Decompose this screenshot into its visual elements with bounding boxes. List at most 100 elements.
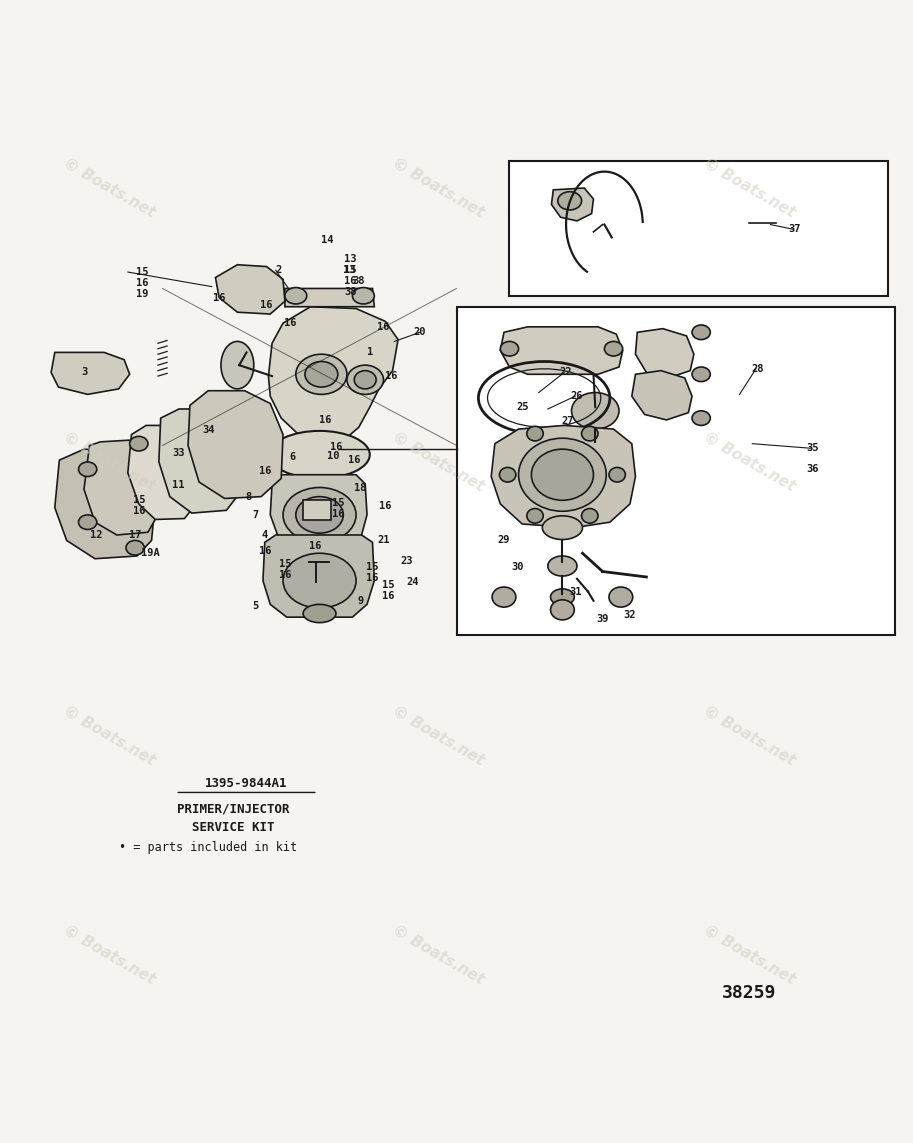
Text: 16: 16 bbox=[344, 277, 357, 286]
Text: 31: 31 bbox=[569, 586, 582, 597]
Ellipse shape bbox=[609, 467, 625, 482]
Text: 10: 10 bbox=[327, 451, 340, 462]
Polygon shape bbox=[263, 535, 374, 617]
Ellipse shape bbox=[647, 566, 664, 596]
Ellipse shape bbox=[352, 288, 374, 304]
Text: 22: 22 bbox=[560, 367, 572, 377]
Bar bbox=[456, 306, 895, 636]
Text: 38: 38 bbox=[352, 277, 365, 286]
Text: 13: 13 bbox=[344, 254, 357, 264]
Text: © Boats.net: © Boats.net bbox=[61, 155, 158, 221]
Polygon shape bbox=[656, 389, 714, 434]
Text: 4: 4 bbox=[262, 530, 268, 539]
Text: © Boats.net: © Boats.net bbox=[61, 703, 158, 768]
Polygon shape bbox=[159, 409, 243, 513]
Text: 2: 2 bbox=[276, 265, 281, 275]
Ellipse shape bbox=[303, 605, 336, 623]
Ellipse shape bbox=[641, 557, 670, 605]
Text: © Boats.net: © Boats.net bbox=[700, 922, 797, 988]
Ellipse shape bbox=[354, 370, 376, 389]
Text: 16: 16 bbox=[382, 591, 394, 601]
Text: 16: 16 bbox=[331, 509, 344, 519]
Text: 16: 16 bbox=[258, 546, 271, 557]
Ellipse shape bbox=[79, 514, 97, 529]
Text: 7: 7 bbox=[253, 510, 258, 520]
Ellipse shape bbox=[285, 288, 307, 304]
Text: © Boats.net: © Boats.net bbox=[700, 155, 797, 221]
Text: 15: 15 bbox=[132, 495, 145, 505]
Text: 16: 16 bbox=[379, 501, 392, 511]
Text: 19A: 19A bbox=[142, 549, 160, 558]
Text: 34: 34 bbox=[202, 425, 215, 435]
Ellipse shape bbox=[126, 541, 144, 555]
Text: © Boats.net: © Boats.net bbox=[61, 922, 158, 988]
Ellipse shape bbox=[269, 431, 370, 479]
Ellipse shape bbox=[130, 437, 148, 451]
Text: 6: 6 bbox=[289, 453, 295, 463]
Text: 16: 16 bbox=[384, 371, 397, 381]
Text: 1395-9844A1: 1395-9844A1 bbox=[205, 777, 288, 790]
Text: 12: 12 bbox=[89, 530, 102, 539]
Text: 29: 29 bbox=[498, 535, 510, 544]
Text: 33: 33 bbox=[173, 448, 185, 458]
Ellipse shape bbox=[296, 354, 347, 394]
Text: 9: 9 bbox=[358, 596, 363, 606]
Ellipse shape bbox=[692, 325, 710, 339]
Text: 32: 32 bbox=[624, 610, 636, 621]
Text: 16: 16 bbox=[366, 573, 379, 583]
Ellipse shape bbox=[551, 589, 574, 606]
Text: 38: 38 bbox=[344, 287, 357, 297]
Ellipse shape bbox=[283, 488, 356, 542]
Ellipse shape bbox=[79, 462, 97, 477]
Text: 16: 16 bbox=[213, 293, 226, 303]
Text: 16: 16 bbox=[278, 570, 291, 581]
Text: 16: 16 bbox=[284, 318, 297, 328]
Ellipse shape bbox=[305, 361, 338, 387]
Polygon shape bbox=[51, 352, 130, 394]
Text: 16: 16 bbox=[258, 466, 271, 477]
Ellipse shape bbox=[296, 497, 343, 533]
Text: 16: 16 bbox=[319, 415, 331, 425]
Ellipse shape bbox=[593, 606, 623, 629]
Text: SERVICE KIT: SERVICE KIT bbox=[192, 821, 274, 833]
Ellipse shape bbox=[692, 419, 729, 467]
Ellipse shape bbox=[527, 509, 543, 523]
Text: 37: 37 bbox=[788, 224, 801, 234]
Ellipse shape bbox=[604, 342, 623, 355]
Text: 16: 16 bbox=[348, 455, 361, 465]
Ellipse shape bbox=[609, 588, 633, 607]
Polygon shape bbox=[268, 306, 398, 443]
Text: 16: 16 bbox=[260, 299, 273, 310]
Polygon shape bbox=[215, 265, 285, 314]
Ellipse shape bbox=[347, 365, 383, 394]
Polygon shape bbox=[635, 329, 694, 378]
Text: 15: 15 bbox=[344, 265, 357, 275]
Text: 16: 16 bbox=[330, 442, 342, 453]
Text: 15: 15 bbox=[278, 559, 291, 569]
Text: 25: 25 bbox=[516, 402, 529, 413]
Text: 18: 18 bbox=[354, 482, 367, 493]
Ellipse shape bbox=[692, 410, 710, 425]
Bar bbox=[509, 161, 888, 296]
Text: 24: 24 bbox=[406, 577, 419, 588]
Text: 15: 15 bbox=[331, 498, 344, 507]
Text: © Boats.net: © Boats.net bbox=[700, 430, 797, 494]
Ellipse shape bbox=[551, 600, 574, 620]
Polygon shape bbox=[188, 391, 283, 498]
Ellipse shape bbox=[221, 342, 254, 389]
Polygon shape bbox=[500, 327, 623, 374]
Text: © Boats.net: © Boats.net bbox=[61, 430, 158, 494]
Text: 16: 16 bbox=[377, 322, 390, 331]
Polygon shape bbox=[498, 385, 553, 431]
Text: © Boats.net: © Boats.net bbox=[390, 922, 487, 988]
Ellipse shape bbox=[492, 588, 516, 607]
Text: 3: 3 bbox=[81, 367, 87, 377]
Polygon shape bbox=[285, 288, 374, 306]
Text: 20: 20 bbox=[414, 327, 426, 337]
Polygon shape bbox=[55, 449, 155, 559]
Text: © Boats.net: © Boats.net bbox=[700, 703, 797, 768]
Polygon shape bbox=[84, 440, 161, 535]
Text: 14: 14 bbox=[320, 235, 333, 245]
FancyBboxPatch shape bbox=[303, 501, 331, 520]
Text: 30: 30 bbox=[511, 562, 524, 572]
